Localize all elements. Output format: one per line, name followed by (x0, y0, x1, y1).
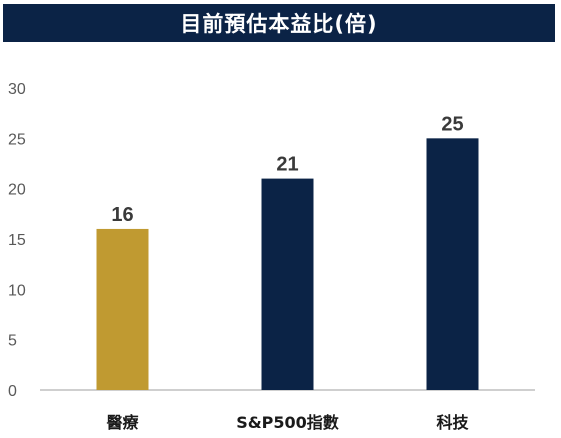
y-tick-label: 25 (8, 131, 26, 148)
chart-title: 目前預估本益比(倍) (180, 12, 378, 36)
category-label: 科技 (436, 413, 469, 432)
data-label: 16 (111, 204, 133, 226)
chart-title-bar: 目前預估本益比(倍) (3, 4, 555, 42)
bar-2 (426, 138, 479, 390)
bar-0 (96, 228, 149, 390)
y-tick-label: 20 (8, 182, 26, 199)
y-tick-label: 30 (8, 81, 26, 98)
category-label: 醫療 (106, 413, 139, 432)
y-tick-label: 15 (8, 232, 26, 249)
category-label: S&P500指數 (236, 413, 339, 432)
y-tick-label: 0 (8, 383, 17, 400)
bar-1 (261, 178, 314, 390)
y-tick-label: 5 (8, 333, 17, 350)
data-label: 21 (276, 154, 298, 176)
data-label: 25 (441, 113, 463, 135)
y-tick-label: 10 (8, 282, 26, 299)
